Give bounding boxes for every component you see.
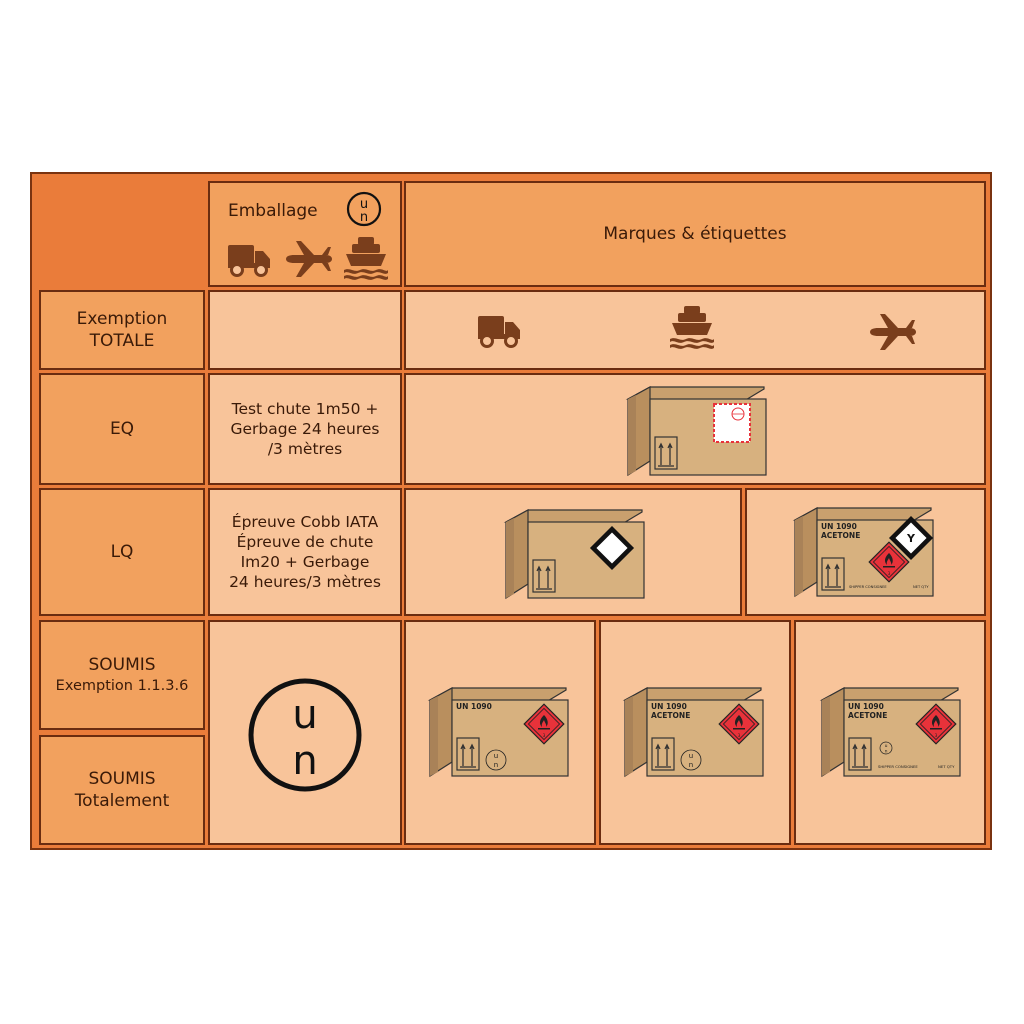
lq-package-box — [505, 509, 645, 599]
soumis-package-box-2: UN 1090 ACETONE u n — [624, 687, 764, 777]
un-mark-icon: u n — [346, 191, 382, 227]
s1-un-n: n — [494, 761, 498, 769]
exemption-line2: TOTALE — [89, 331, 155, 351]
airplane-icon — [286, 241, 332, 277]
soumis-packaging-cell: u n — [208, 620, 402, 845]
eq-desc-line1: Test chute 1m50 + — [231, 400, 379, 418]
excepted-quantity-mark-icon — [713, 403, 751, 443]
truck-icon — [476, 314, 522, 348]
lq-y-letter: Y — [906, 532, 916, 545]
truck-icon — [226, 243, 272, 277]
lq-air-marks-cell: UN 1090 ACETONE Y SHIPPER CONSIGNEE NET … — [745, 488, 986, 616]
un-mark-u: u — [360, 197, 368, 212]
lq-desc-line4: 24 heures/3 mètres — [229, 573, 381, 591]
exemption-packaging-cell — [208, 290, 402, 370]
un-large-u: u — [292, 692, 317, 738]
exemption-line1: Exemption — [76, 309, 168, 329]
soumis-exemption-line2: Exemption 1.1.3.6 — [55, 678, 189, 694]
un-mark-n: n — [360, 210, 368, 225]
lq-road-sea-marks-cell — [404, 488, 742, 616]
row-label-soumis-exemption: SOUMIS Exemption 1.1.3.6 — [39, 620, 205, 730]
lq-y-mark-icon: Y — [889, 516, 933, 560]
airplane-icon — [870, 314, 916, 350]
soumis-marks-cell-1: UN 1090 u n — [404, 620, 596, 845]
un-mark-icon: u n — [879, 741, 893, 755]
eq-desc-line2: Gerbage 24 heures — [230, 420, 380, 438]
marks-header-label: Marques & étiquettes — [603, 224, 787, 244]
eq-marks-cell — [404, 373, 986, 485]
lq-desc-line1: Épreuve Cobb IATA — [231, 513, 379, 531]
row-label-soumis-totalement: SOUMIS Totalement — [39, 735, 205, 845]
soumis-package-box-1: UN 1090 u n — [429, 687, 569, 777]
soumis-marks-cell-3: UN 1090 ACETONE u n SHIPPER CONSIGNEE NE… — [794, 620, 986, 845]
lq-air-shipper-text: SHIPPER CONSIGNEE — [849, 585, 887, 589]
ship-icon — [344, 237, 388, 280]
lq-air-qty-text: NET QTY — [913, 585, 929, 589]
lq-air-un-number: UN 1090 — [821, 522, 857, 531]
packaging-header-label: Emballage — [228, 201, 318, 221]
soumis-total-line2: Totalement — [74, 791, 170, 811]
header-packaging-cell: Emballage u n — [208, 181, 402, 287]
s3-un-n: n — [885, 750, 888, 755]
s1-un-u: u — [494, 752, 498, 760]
soumis-package-box-3: UN 1090 ACETONE u n SHIPPER CONSIGNEE NE… — [821, 687, 961, 777]
un-mark-icon: u n — [680, 749, 702, 771]
s3-un-number: UN 1090 — [848, 702, 884, 711]
eq-package-box — [627, 386, 767, 476]
eq-packaging-cell: Test chute 1m50 + Gerbage 24 heures /3 m… — [208, 373, 402, 485]
classification-board: Emballage u n Marques & étiquettes Exemp… — [30, 172, 992, 850]
s3-shipper-text: SHIPPER CONSIGNEE — [878, 764, 918, 769]
row-label-eq: EQ — [39, 373, 205, 485]
s2-un-n: n — [689, 761, 693, 769]
soumis-total-line1: SOUMIS — [88, 769, 156, 789]
s2-un-number: UN 1090 — [651, 702, 687, 711]
s2-un-u: u — [689, 752, 693, 760]
s3-qty-text: NET QTY — [938, 764, 955, 769]
lq-label: LQ — [110, 542, 134, 562]
s3-substance: ACETONE — [848, 711, 887, 720]
s1-un-number: UN 1090 — [456, 702, 492, 711]
s2-substance: ACETONE — [651, 711, 690, 720]
lq-air-package-box: UN 1090 ACETONE Y SHIPPER CONSIGNEE NET … — [794, 507, 934, 597]
ship-icon — [670, 306, 714, 349]
lq-air-substance: ACETONE — [821, 531, 860, 540]
un-mark-icon: u n — [248, 678, 362, 792]
lq-desc-line2: Épreuve de chute — [236, 533, 374, 551]
lq-desc-line3: Im20 + Gerbage — [240, 553, 370, 571]
row-label-lq: LQ — [39, 488, 205, 616]
eq-label: EQ — [109, 419, 135, 439]
header-marks-cell: Marques & étiquettes — [404, 181, 986, 287]
row-label-exemption-totale: Exemption TOTALE — [39, 290, 205, 370]
un-large-n: n — [292, 738, 317, 784]
exemption-marks-cell — [404, 290, 986, 370]
eq-desc-line3: /3 mètres — [267, 440, 343, 458]
lq-packaging-cell: Épreuve Cobb IATA Épreuve de chute Im20 … — [208, 488, 402, 616]
un-mark-icon: u n — [485, 749, 507, 771]
soumis-marks-cell-2: UN 1090 ACETONE u n — [599, 620, 791, 845]
soumis-exemption-line1: SOUMIS — [88, 655, 156, 675]
s3-un-u: u — [885, 744, 888, 749]
